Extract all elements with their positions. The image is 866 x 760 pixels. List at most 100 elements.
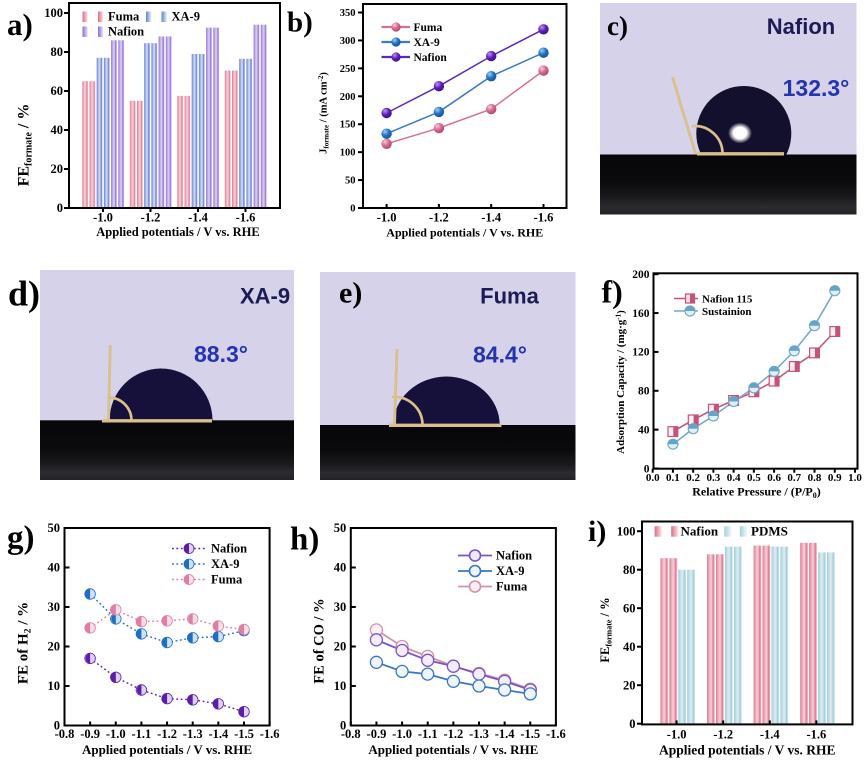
svg-text:-1.4: -1.4: [188, 211, 209, 225]
svg-text:-0.9: -0.9: [367, 727, 387, 741]
svg-text:-0.8: -0.8: [55, 727, 75, 741]
svg-text:200: 200: [632, 269, 650, 281]
svg-text:-1.2: -1.2: [429, 211, 449, 225]
svg-text:-1.6: -1.6: [260, 727, 280, 741]
svg-text:30: 30: [334, 600, 347, 614]
svg-text:40: 40: [334, 561, 347, 575]
svg-text:0.4: 0.4: [727, 472, 741, 484]
svg-text:-1.4: -1.4: [481, 211, 502, 225]
svg-text:Applied potentials / V vs. RHE: Applied potentials / V vs. RHE: [368, 742, 538, 757]
svg-text:-1.4: -1.4: [760, 727, 781, 741]
svg-text:100: 100: [340, 148, 356, 159]
svg-text:250: 250: [340, 64, 356, 75]
svg-text:-1.0: -1.0: [667, 727, 687, 741]
svg-text:Fuma: Fuma: [480, 284, 539, 309]
svg-text:h): h): [290, 522, 319, 558]
svg-text:88.3°: 88.3°: [194, 341, 248, 367]
svg-text:-1.2: -1.2: [157, 727, 177, 741]
svg-text:Nafion: Nafion: [211, 542, 247, 556]
svg-text:80: 80: [51, 45, 64, 59]
svg-text:1.0: 1.0: [848, 472, 862, 484]
svg-text:-1.0: -1.0: [377, 211, 397, 225]
svg-text:Nafion: Nafion: [108, 25, 144, 39]
svg-text:-1.2: -1.2: [443, 727, 463, 741]
svg-text:120: 120: [632, 347, 650, 359]
svg-text:0.7: 0.7: [787, 472, 801, 484]
svg-text:b): b): [287, 7, 313, 39]
svg-text:0.1: 0.1: [666, 472, 680, 484]
svg-text:Sustainion: Sustainion: [702, 306, 752, 318]
svg-text:Nafion: Nafion: [496, 549, 532, 563]
svg-text:i): i): [588, 515, 606, 548]
svg-text:FE of CO / %: FE of CO / %: [312, 598, 328, 683]
svg-text:-1.5: -1.5: [234, 727, 254, 741]
svg-text:-1.2: -1.2: [713, 727, 733, 741]
svg-text:FE of H2 / %: FE of H2 / %: [16, 602, 34, 684]
svg-text:-1.3: -1.3: [183, 727, 203, 741]
svg-text:50: 50: [48, 521, 61, 535]
svg-text:-1.0: -1.0: [392, 727, 412, 741]
svg-text:Applied potentials / V vs. RHE: Applied potentials / V vs. RHE: [82, 742, 252, 757]
svg-text:XA-9: XA-9: [414, 37, 440, 49]
svg-text:0: 0: [57, 201, 63, 215]
svg-text:80: 80: [638, 386, 650, 398]
svg-text:-1.2: -1.2: [141, 211, 161, 225]
svg-text:-1.4: -1.4: [495, 727, 516, 741]
svg-text:20: 20: [623, 678, 636, 692]
svg-text:0: 0: [644, 463, 650, 475]
svg-text:Relative Pressure / (P/P0): Relative Pressure / (P/P0): [692, 485, 821, 500]
svg-text:Nafion: Nafion: [767, 14, 835, 39]
svg-text:g): g): [7, 520, 35, 556]
svg-text:40: 40: [623, 640, 636, 654]
svg-text:84.4°: 84.4°: [473, 342, 527, 368]
svg-text:-1.6: -1.6: [546, 727, 566, 741]
svg-text:0.5: 0.5: [747, 472, 761, 484]
svg-text:Nafion 115: Nafion 115: [702, 294, 753, 306]
svg-text:160: 160: [632, 308, 650, 320]
svg-text:100: 100: [617, 524, 636, 538]
svg-text:Applied potentials / V vs. RHE: Applied potentials / V vs. RHE: [386, 226, 543, 240]
svg-text:f): f): [602, 274, 623, 310]
svg-text:50: 50: [345, 176, 356, 187]
svg-text:XA-9: XA-9: [172, 10, 200, 24]
svg-text:30: 30: [48, 600, 61, 614]
svg-text:d): d): [8, 274, 40, 314]
svg-text:300: 300: [340, 36, 356, 47]
svg-text:-1.1: -1.1: [418, 727, 438, 741]
svg-text:0.8: 0.8: [808, 472, 822, 484]
svg-text:20: 20: [334, 640, 347, 654]
svg-text:Applied potentials / V vs. RHE: Applied potentials / V vs. RHE: [96, 225, 259, 239]
svg-text:a): a): [7, 7, 33, 42]
svg-text:c): c): [607, 11, 628, 41]
svg-text:0: 0: [54, 719, 60, 733]
svg-text:XA-9: XA-9: [496, 564, 524, 578]
svg-text:150: 150: [340, 120, 356, 131]
svg-text:350: 350: [340, 8, 356, 19]
svg-text:Fuma: Fuma: [414, 22, 443, 34]
svg-text:e): e): [339, 277, 362, 310]
svg-text:0.2: 0.2: [686, 472, 700, 484]
svg-text:20: 20: [51, 162, 64, 176]
svg-text:Applied potentials / V vs. RHE: Applied potentials / V vs. RHE: [659, 742, 836, 757]
svg-text:-1.0: -1.0: [106, 727, 126, 741]
svg-text:XA-9: XA-9: [211, 557, 239, 571]
svg-text:XA-9: XA-9: [240, 284, 290, 309]
svg-text:0: 0: [340, 719, 346, 733]
svg-text:-0.8: -0.8: [341, 727, 361, 741]
svg-text:0.9: 0.9: [828, 472, 842, 484]
svg-text:PDMS: PDMS: [751, 524, 788, 539]
svg-text:-1.5: -1.5: [520, 727, 540, 741]
svg-text:Fuma: Fuma: [108, 10, 140, 24]
svg-text:Nafion: Nafion: [414, 52, 448, 64]
svg-text:Fuma: Fuma: [496, 580, 528, 594]
svg-text:40: 40: [638, 424, 650, 436]
svg-text:-1.6: -1.6: [807, 727, 827, 741]
svg-text:200: 200: [340, 92, 356, 103]
svg-text:0.6: 0.6: [767, 472, 781, 484]
svg-text:-1.1: -1.1: [132, 727, 152, 741]
svg-text:Fuma: Fuma: [211, 573, 243, 587]
svg-text:80: 80: [623, 563, 636, 577]
svg-text:-1.3: -1.3: [469, 727, 489, 741]
svg-text:40: 40: [48, 561, 61, 575]
svg-text:-1.6: -1.6: [236, 211, 256, 225]
